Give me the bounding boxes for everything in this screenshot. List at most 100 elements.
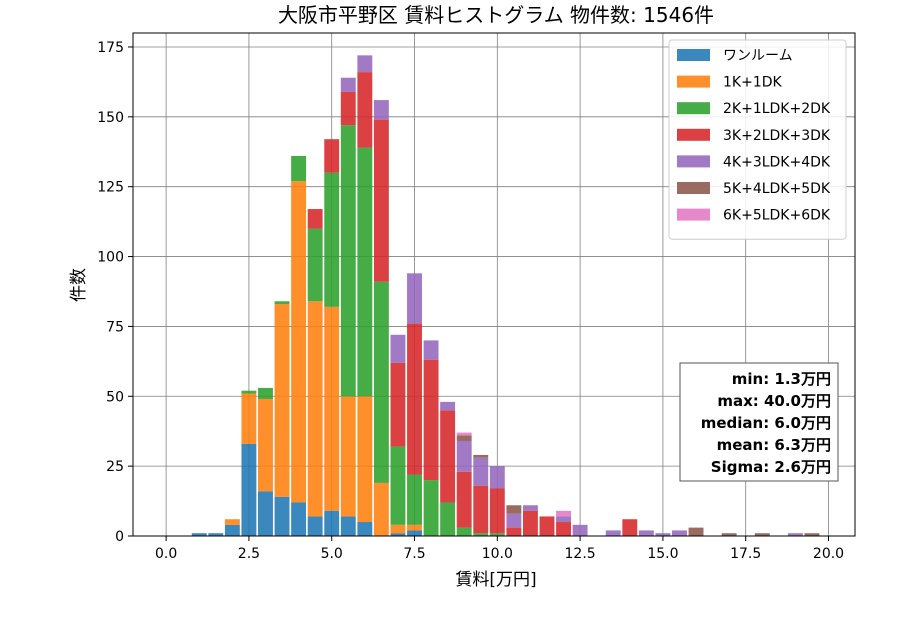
stats-box-frame	[679, 362, 839, 482]
bar-segment	[622, 519, 638, 536]
bar-segment	[373, 119, 389, 282]
bar-segment	[423, 340, 439, 360]
bar-segment	[638, 530, 654, 536]
bar-segment	[324, 510, 340, 536]
bar-segment	[208, 533, 224, 536]
bar-segment	[340, 125, 356, 397]
x-tick-label: 0.0	[155, 546, 177, 562]
bar-segment	[407, 273, 422, 324]
bar-segment	[655, 533, 671, 536]
bar-segment	[357, 55, 373, 73]
bar-segment	[191, 533, 207, 536]
bar-segment	[672, 530, 687, 536]
legend-swatch	[677, 155, 710, 168]
bar-segment	[241, 393, 257, 444]
bar-segment	[787, 533, 803, 536]
bar-segment	[506, 513, 522, 528]
bar-segment	[539, 516, 555, 536]
bar-segment	[291, 155, 307, 182]
bar-segment	[241, 390, 257, 394]
legend: ワンルーム 1K+1DK 2K+1LDK+2DK 3K+2LDK+3DK 4K+3LDK…	[668, 39, 847, 240]
legend-box	[668, 39, 847, 240]
legend-label: 6K+5LDK+6DK	[723, 208, 831, 224]
bar-segment	[456, 432, 472, 436]
chart-title: 大阪市平野区 賃料ヒストグラム 物件数: 1546件	[278, 3, 714, 27]
bar-segment	[804, 533, 820, 536]
bar-segment	[473, 454, 489, 458]
bar-segment	[440, 410, 456, 503]
bar-segment	[307, 228, 323, 302]
bar-segment	[456, 440, 472, 472]
stats-box: min: 1.3万円 max: 40.0万円 median: 6.0万円 mean: …	[679, 362, 839, 482]
x-tick-label: 15.0	[647, 546, 678, 562]
y-tick-label: 100	[97, 250, 124, 266]
legend-swatch	[677, 75, 710, 88]
bar-segment	[357, 72, 373, 148]
bar-segment	[506, 527, 522, 536]
legend-label: 2K+1LDK+2DK	[723, 101, 831, 117]
bar-segment	[407, 524, 422, 531]
bar-segment	[324, 172, 340, 307]
bar-segment	[440, 502, 456, 536]
bar-segment	[556, 522, 572, 536]
bar-segment	[357, 396, 373, 523]
bar-segment	[373, 100, 389, 120]
bar-segment	[390, 446, 406, 525]
legend-label: ワンルーム	[723, 48, 793, 64]
bar-segment	[407, 323, 422, 475]
x-tick-label: 17.5	[730, 546, 761, 562]
legend-label: 4K+3LDK+4DK	[723, 154, 831, 170]
stats-line: max: 40.0万円	[717, 392, 831, 410]
bar-segment	[456, 471, 472, 528]
x-tick-label: 5.0	[321, 546, 343, 562]
bar-segment	[357, 522, 373, 536]
y-tick-label: 75	[106, 319, 124, 335]
bars	[191, 55, 820, 536]
bar-segment	[572, 524, 588, 536]
bar-segment	[489, 533, 505, 536]
y-tick-label: 150	[97, 110, 124, 126]
bar-segment	[556, 510, 572, 517]
bar-segment	[407, 530, 422, 536]
bar-segment	[274, 304, 290, 497]
bar-segment	[258, 387, 273, 400]
bar-segment	[224, 524, 240, 536]
bar-segment	[556, 516, 572, 523]
bar-segment	[390, 533, 406, 536]
legend-label: 5K+4LDK+5DK	[723, 181, 831, 197]
bar-segment	[423, 359, 439, 481]
legend-swatch	[677, 208, 710, 221]
x-tick-label: 7.5	[403, 546, 425, 562]
bar-segment	[241, 443, 257, 536]
stats-line: median: 6.0万円	[701, 414, 831, 432]
bar-segment	[721, 533, 737, 536]
bar-segment	[340, 396, 356, 517]
stats-line: mean: 6.3万円	[717, 436, 831, 454]
y-tick-label: 125	[97, 180, 124, 196]
x-tick-label: 10.0	[482, 546, 513, 562]
bar-segment	[473, 485, 489, 534]
bar-segment	[754, 533, 770, 536]
bar-segment	[390, 362, 406, 447]
bar-segment	[373, 281, 389, 483]
x-axis-label: 賃料[万円]	[455, 570, 536, 590]
bar-segment	[522, 505, 538, 511]
bar-segment	[258, 399, 273, 492]
bar-segment	[340, 91, 356, 126]
bar-segment	[324, 306, 340, 511]
bar-segment	[456, 435, 472, 441]
y-axis-label: 件数	[69, 268, 89, 302]
bar-segment	[258, 491, 273, 536]
bar-segment	[274, 301, 290, 305]
x-tick-label: 12.5	[565, 546, 596, 562]
y-tick-label: 175	[97, 40, 124, 56]
bar-segment	[423, 480, 439, 536]
axis-ticks: 0.0 2.5 5.0 7.5 10.0 12.5 15.0 17.5 20.0 0 25 50 75 1…	[97, 40, 844, 562]
bar-segment	[473, 457, 489, 486]
legend-swatch	[677, 182, 710, 194]
legend-label: 1K+1DK	[723, 75, 783, 91]
legend-swatch	[677, 128, 710, 141]
plot-frame	[132, 32, 856, 537]
bar-segment	[357, 147, 373, 397]
